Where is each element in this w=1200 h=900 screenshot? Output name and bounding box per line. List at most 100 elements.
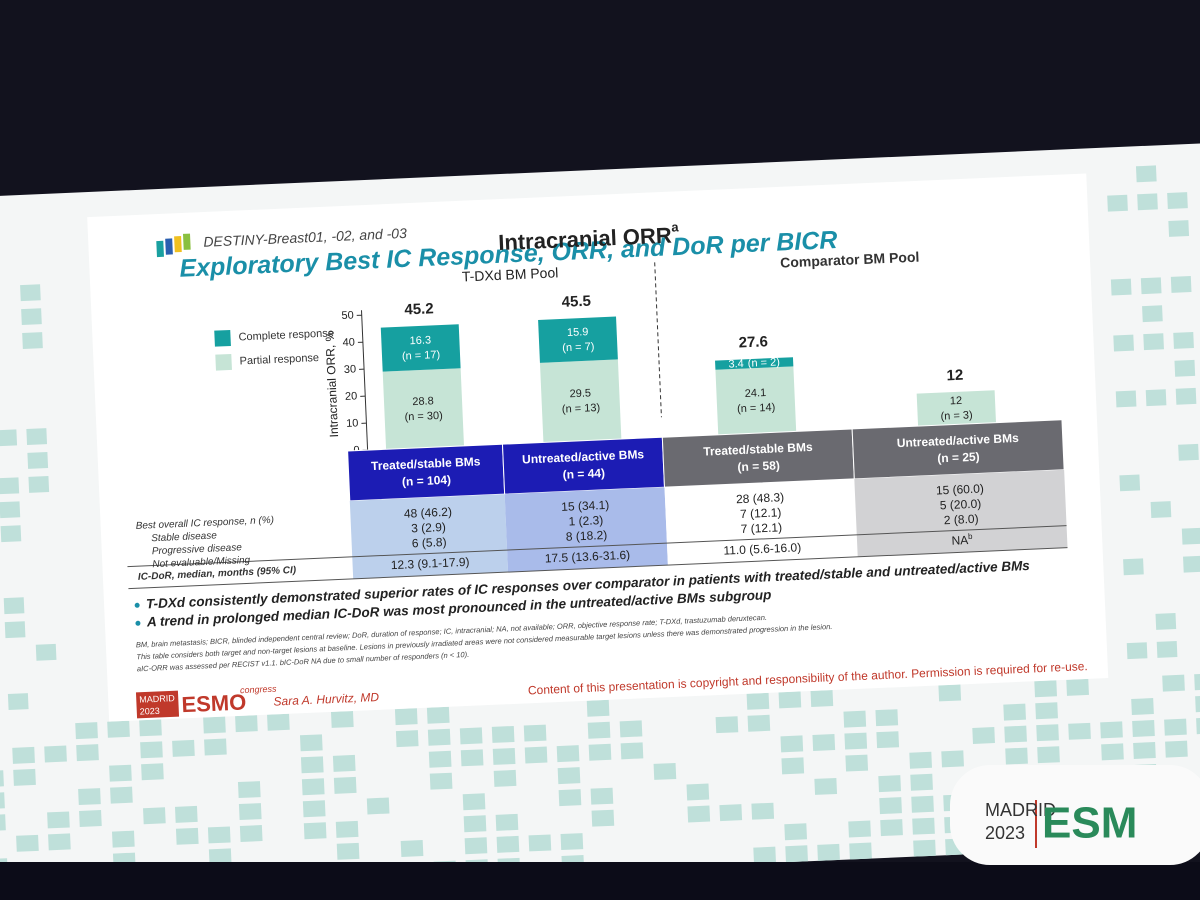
deco-square — [1155, 613, 1177, 630]
logo-block — [165, 238, 173, 255]
deco-square — [22, 332, 43, 350]
deco-square — [817, 843, 840, 861]
dor-value: 11.0 (5.6-16.0) — [723, 540, 801, 557]
deco-square — [300, 756, 324, 774]
value-label: 24.1 — [745, 387, 767, 400]
value-label: 3.4 (n = 2) — [728, 356, 780, 370]
y-tick-label: 40 — [342, 336, 355, 349]
table-cell-bg — [664, 478, 858, 566]
column-header-n: (n = 25) — [937, 450, 980, 466]
deco-square — [878, 775, 901, 793]
deco-square — [1150, 501, 1172, 518]
corner-year: 2023 — [985, 823, 1025, 843]
deco-square — [1135, 165, 1157, 183]
bar-segment — [715, 366, 797, 435]
deco-square — [1107, 194, 1128, 212]
deco-square — [464, 837, 488, 855]
deco-square — [588, 743, 612, 761]
deco-square — [591, 809, 615, 827]
table-cell: 8 (18.2) — [566, 528, 608, 544]
value-label: 16.3 — [409, 334, 431, 347]
corner-box — [950, 765, 1200, 865]
deco-square — [27, 452, 49, 469]
deco-square — [557, 767, 581, 785]
deco-square — [560, 833, 584, 851]
deco-square — [139, 719, 162, 737]
footer-logo-brand: ESMO — [181, 689, 247, 717]
deco-square — [21, 308, 42, 326]
deco-square — [0, 770, 4, 788]
column-header-n: (n = 104) — [402, 473, 452, 489]
deco-square — [753, 846, 776, 864]
deco-square — [4, 621, 26, 639]
row-label: Not evaluable/Missing — [152, 555, 251, 570]
deco-square — [1195, 695, 1200, 713]
deco-square — [79, 810, 102, 828]
deco-square — [1037, 746, 1060, 764]
footer-logo-place: MADRID — [139, 693, 175, 705]
table-rule — [127, 525, 1067, 568]
deco-square — [523, 724, 547, 742]
deco-square — [48, 833, 71, 851]
value-number: 3.4 — [728, 358, 744, 371]
deco-square — [204, 738, 227, 756]
deco-square — [1140, 277, 1162, 295]
value-label: 29.5 — [569, 387, 591, 400]
deco-square — [619, 720, 643, 738]
deco-square — [238, 803, 262, 821]
deco-square — [814, 777, 838, 795]
deco-square — [0, 501, 21, 519]
deco-square — [492, 747, 516, 765]
deco-square — [47, 811, 70, 829]
deco-square — [0, 429, 18, 447]
column-header-label: Untreated/active BMs — [896, 431, 1019, 450]
deco-square — [495, 813, 519, 831]
deco-square — [463, 815, 487, 833]
deco-square — [1196, 717, 1200, 735]
deco-square — [174, 805, 198, 823]
deco-square — [332, 754, 356, 772]
deco-square — [13, 768, 36, 786]
deco-square — [913, 839, 936, 857]
deco-square — [746, 692, 770, 710]
deco-square — [1113, 334, 1134, 352]
deco-square — [910, 773, 933, 791]
deco-square — [844, 732, 868, 750]
dor-value: NA — [951, 533, 968, 548]
deco-square — [1168, 220, 1190, 237]
logo-block — [156, 240, 164, 258]
deco-square — [1068, 722, 1091, 740]
deco-square — [140, 741, 163, 759]
deco-square — [1183, 555, 1200, 573]
value-label: 28.8 — [412, 395, 434, 408]
deco-square — [556, 745, 580, 763]
deco-square — [426, 706, 450, 724]
deco-square — [1167, 192, 1188, 209]
footer-logo-sub: congress — [240, 684, 277, 696]
dor-cell: 17.5 (13.6-31.6) — [545, 548, 631, 566]
deco-square — [336, 842, 360, 860]
deco-square — [810, 690, 834, 707]
deco-square — [1156, 640, 1178, 658]
study-logo — [156, 233, 191, 258]
y-tick-label: 30 — [344, 363, 357, 376]
group-label: Comparator BM Pool — [780, 249, 920, 271]
total-label: 12 — [946, 367, 963, 385]
table-cell: 15 (34.1) — [561, 498, 610, 514]
deco-square — [107, 720, 130, 738]
deco-square — [330, 710, 354, 728]
deco-square — [20, 284, 41, 302]
dor-cell: 11.0 (5.6-16.0) — [723, 540, 801, 557]
column-header-n: (n = 44) — [562, 466, 605, 482]
table-cell: 7 (12.1) — [740, 520, 782, 536]
deco-square — [7, 693, 29, 710]
deco-square — [267, 713, 290, 731]
deco-square — [1126, 642, 1148, 660]
bar-segment — [382, 368, 465, 450]
deco-square — [109, 764, 132, 782]
deco-square — [1133, 742, 1156, 759]
deco-square — [778, 691, 802, 709]
footer-logo-box — [135, 690, 180, 719]
